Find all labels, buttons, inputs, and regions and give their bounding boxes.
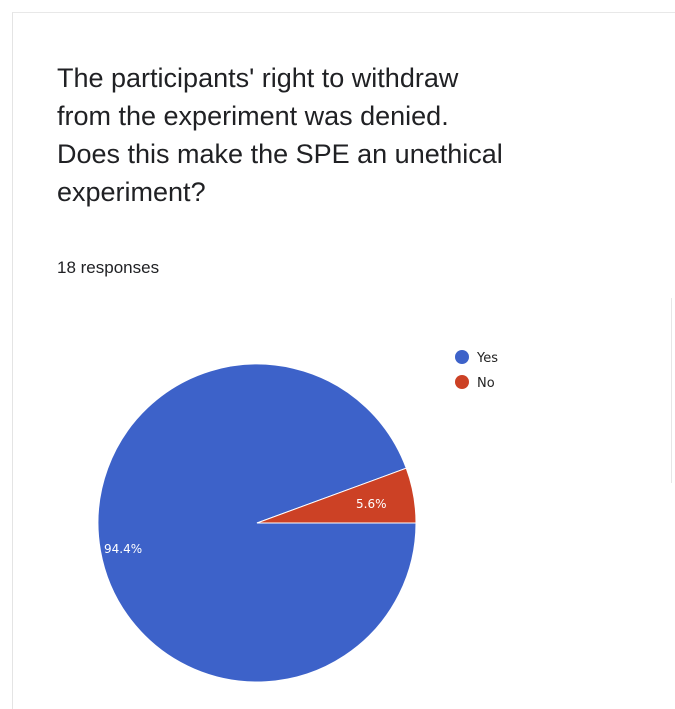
- legend-label-no: No: [477, 376, 495, 391]
- legend-swatch-no: [455, 375, 469, 389]
- slice-label-yes: 94.4%: [104, 542, 142, 556]
- divider: [671, 298, 672, 483]
- legend-label-yes: Yes: [476, 351, 498, 366]
- slice-label-no: 5.6%: [356, 497, 387, 511]
- pie-slices: [97, 363, 417, 683]
- question-title: The participants' right to withdraw from…: [57, 63, 503, 207]
- legend: Yes No: [455, 350, 498, 391]
- response-count: 18 responses: [57, 258, 160, 277]
- legend-swatch-yes: [455, 350, 469, 364]
- slice-labels: 94.4% 5.6%: [104, 497, 387, 556]
- pie-slice-no: [256, 467, 417, 524]
